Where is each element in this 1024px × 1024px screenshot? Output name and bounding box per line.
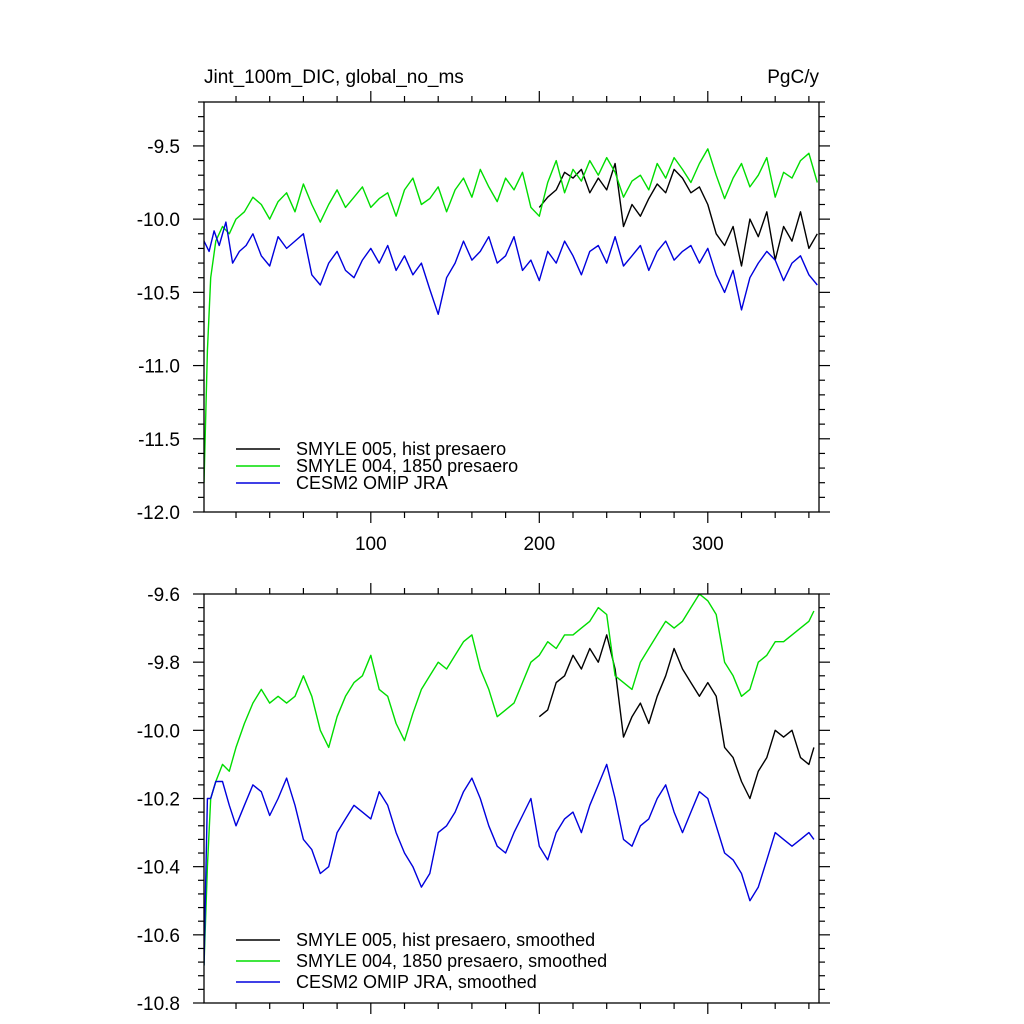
legend-label: CESM2 OMIP JRA, smoothed — [296, 972, 537, 992]
chart-title: Jint_100m_DIC, global_no_ms — [204, 67, 464, 88]
x-tick-label: 200 — [523, 534, 555, 555]
series-line-0-0 — [538, 162, 818, 267]
y-tick-label: -9.6 — [147, 585, 180, 606]
series-line-0-1 — [204, 148, 818, 483]
series-line-1-1 — [204, 594, 815, 966]
series-line-1-2 — [204, 763, 815, 966]
y-tick-label: -10.6 — [137, 926, 180, 947]
x-tick-label: 300 — [692, 534, 724, 555]
y-tick-label: -9.5 — [147, 137, 180, 158]
top-panel: 100 200 300 -12.0 -11.5 -11.0 -10.5 -10.0 -9.5 SM… — [137, 91, 830, 555]
bottom-panel: -10.8 -10.6 -10.4 -10.2 -10.0 -9.8 -9.6 SMYLE 0… — [137, 583, 830, 1015]
series-line-0-2 — [204, 221, 818, 315]
y-tick-label: -9.8 — [147, 653, 180, 674]
y-tick-label: -10.0 — [137, 210, 180, 231]
y-tick-label: -11.5 — [138, 430, 180, 451]
series-line-1-0 — [538, 634, 815, 800]
legend-label: SMYLE 004, 1850 presaero — [296, 456, 518, 476]
legend-label: SMYLE 005, hist presaero — [296, 439, 506, 459]
y-tick-label: -10.5 — [137, 283, 180, 304]
chart-units-label: PgC/y — [767, 67, 819, 88]
y-tick-label: -11.0 — [138, 357, 180, 378]
legend-label: SMYLE 004, 1850 presaero, smoothed — [296, 951, 607, 971]
y-tick-label: -10.4 — [137, 858, 181, 879]
y-tick-label: -10.2 — [137, 790, 180, 811]
y-tick-label: -12.0 — [137, 503, 180, 524]
y-tick-label: -10.0 — [137, 721, 180, 742]
legend-label: SMYLE 005, hist presaero, smoothed — [296, 930, 595, 950]
y-tick-label: -10.8 — [137, 994, 180, 1015]
x-tick-label: 100 — [355, 534, 387, 555]
legend-label: CESM2 OMIP JRA — [296, 473, 448, 493]
